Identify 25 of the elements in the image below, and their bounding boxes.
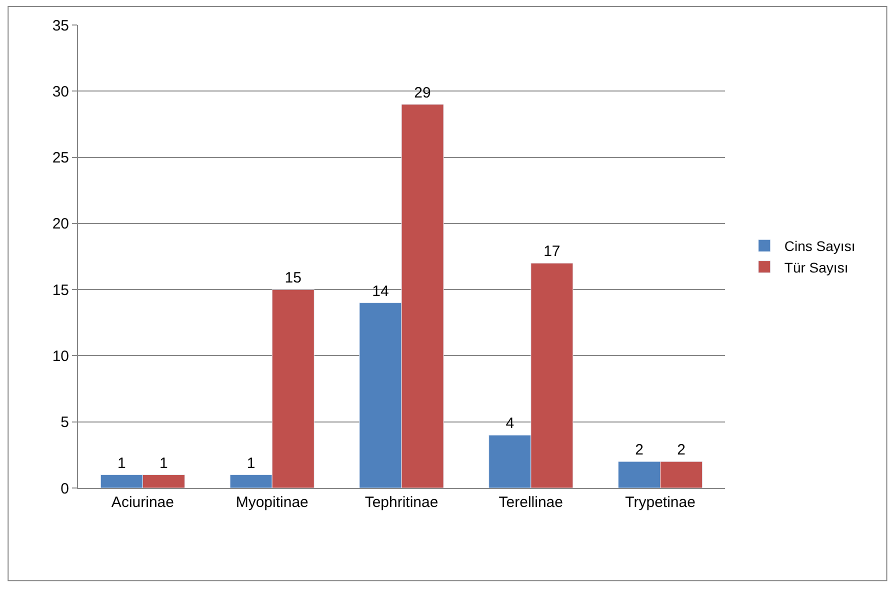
data-label: 2 xyxy=(635,442,644,459)
data-label: 17 xyxy=(544,243,560,260)
y-tick-label: 0 xyxy=(60,480,69,498)
data-label: 2 xyxy=(677,442,686,459)
x-tick-label: Myopitinae xyxy=(236,494,308,511)
data-label: 1 xyxy=(160,454,168,472)
legend-label: Cins Sayısı xyxy=(784,238,856,254)
y-tick-label: 20 xyxy=(52,216,69,233)
data-label: 1 xyxy=(246,454,256,472)
data-label: 1 xyxy=(118,454,126,472)
y-tick-label: 10 xyxy=(52,348,69,365)
y-tick-label: 35 xyxy=(52,17,69,34)
y-tick-label: 15 xyxy=(52,282,69,299)
legend-label: Tür Sayısı xyxy=(784,259,848,276)
x-tick-label: Tephritinae xyxy=(364,494,438,511)
data-label: 15 xyxy=(284,270,302,287)
x-tick-label: Aciurinae xyxy=(111,494,174,511)
data-label: 14 xyxy=(372,282,389,300)
y-tick-label: 30 xyxy=(52,83,69,100)
data-label: 29 xyxy=(414,84,431,102)
data-label: 4 xyxy=(506,415,514,432)
y-tick-label: 25 xyxy=(52,150,69,167)
y-tick-label: 5 xyxy=(60,414,69,432)
x-tick-label: Trypetinae xyxy=(625,494,696,511)
x-tick-label: Terellinae xyxy=(498,494,564,511)
